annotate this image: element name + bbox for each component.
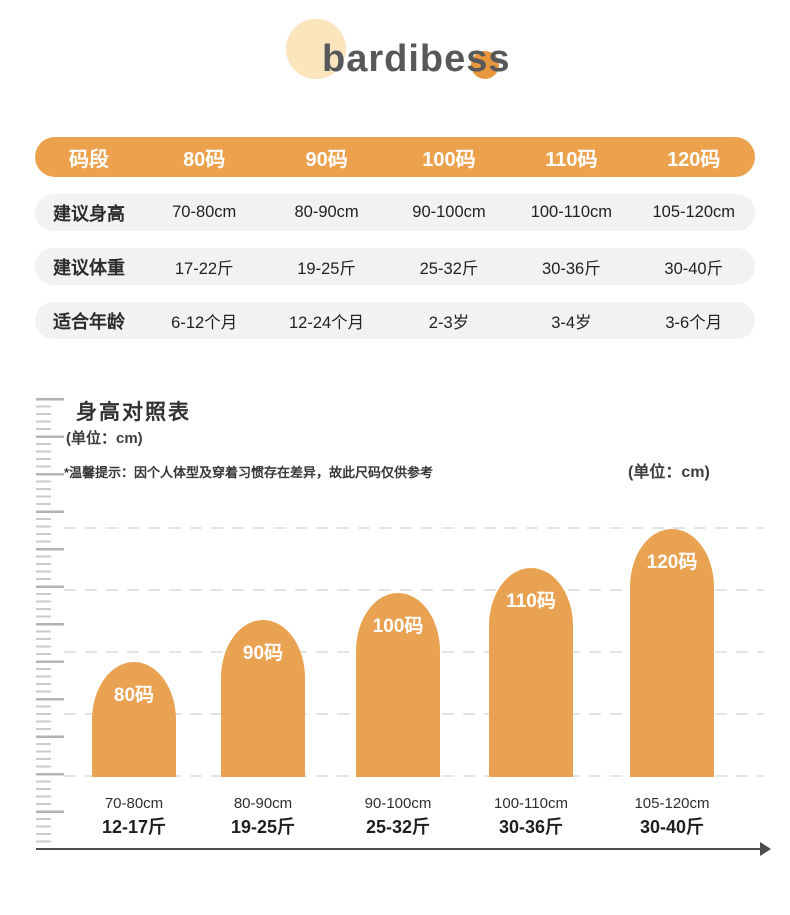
header-cell-90: 90码 [305, 148, 348, 171]
table-row-weight: 建议体重 17-22斤 19-25斤 25-32斤 30-36斤 30-40斤 [35, 248, 755, 285]
x-cm-100: 90-100cm [364, 795, 432, 812]
gridline-4 [64, 589, 764, 591]
age-100: 2-3岁 [428, 313, 470, 332]
row-label-weight: 建议体重 [53, 257, 125, 278]
weight-80: 17-22斤 [174, 259, 234, 278]
age-80: 6-12个月 [171, 313, 238, 332]
x-jin-100: 25-32斤 [365, 817, 431, 837]
age-110: 3-4岁 [551, 313, 592, 332]
gridline-5 [64, 527, 764, 529]
height-80: 70-80cm [172, 203, 237, 221]
x-cm-80: 70-80cm [104, 795, 164, 812]
header-cell-120: 120码 [667, 148, 721, 171]
height-120: 105-120cm [652, 203, 736, 221]
row-label-height: 建议身高 [53, 203, 125, 224]
x-jin-80: 12-17斤 [101, 817, 167, 837]
logo-cream-circle-icon [286, 19, 346, 79]
height-110: 100-110cm [530, 203, 613, 221]
size-table-header-row: 码段 80码 90码 100码 110码 120码 [35, 137, 755, 177]
bar-80: 80码 [92, 662, 176, 777]
bar-110-label: 110码 [506, 591, 556, 612]
x-label-group-90: 80-90cm 19-25斤 [188, 793, 338, 839]
bar-90-label: 90码 [242, 643, 284, 664]
chart-title: 身高对照表 [76, 401, 191, 424]
bar-100-label: 100码 [372, 616, 424, 637]
axis-arrow-icon [760, 842, 771, 856]
x-label-group-100: 90-100cm 25-32斤 [323, 793, 473, 839]
x-label-group-120: 105-120cm 30-40斤 [597, 793, 747, 839]
chart-unit-left: (单位：cm) [66, 430, 143, 447]
header-cell-100: 100码 [422, 148, 476, 171]
x-cm-90: 80-90cm [233, 795, 293, 812]
bar-90: 90码 [221, 620, 305, 777]
weight-100: 25-32斤 [419, 259, 479, 278]
age-90: 12-24个月 [288, 313, 365, 332]
x-cm-120: 105-120cm [634, 795, 710, 812]
height-100: 90-100cm [412, 203, 486, 221]
x-jin-110: 30-36斤 [498, 817, 564, 837]
header-cell-size-range: 码段 [69, 148, 109, 171]
weight-90: 19-25斤 [297, 259, 356, 278]
weight-120: 30-40斤 [664, 259, 724, 278]
height-90: 80-90cm [294, 203, 359, 221]
header-cell-80: 80码 [183, 148, 226, 171]
logo-orange-dot-icon [471, 51, 499, 79]
bar-chart-plot: 80码 90码 100码 110码 120码 [64, 527, 764, 777]
x-jin-90: 19-25斤 [230, 817, 296, 837]
size-table: 码段 80码 90码 100码 110码 120码 建议身高 70-80cm 8… [35, 137, 755, 339]
table-row-height: 建议身高 70-80cm 80-90cm 90-100cm 100-110cm … [35, 194, 755, 231]
brand-logo: bardibess [322, 38, 511, 80]
x-axis-line [36, 848, 762, 850]
table-row-age: 适合年龄 6-12个月 12-24个月 2-3岁 3-4岁 3-6个月 [35, 302, 755, 339]
bar-120: 120码 [630, 529, 714, 777]
bar-100: 100码 [356, 593, 440, 777]
ruler-icon [36, 398, 66, 846]
x-label-group-80: 70-80cm 12-17斤 [59, 793, 209, 839]
x-cm-110: 100-110cm [494, 795, 568, 812]
bar-120-label: 120码 [646, 552, 698, 573]
x-label-group-110: 100-110cm 30-36斤 [456, 793, 606, 839]
chart-note: *温馨提示：因个人体型及穿着习惯存在差异，故此尺码仅供参考 [64, 465, 434, 480]
row-label-age: 适合年龄 [53, 311, 125, 332]
x-jin-120: 30-40斤 [639, 817, 705, 837]
bar-110: 110码 [489, 568, 573, 777]
weight-110: 30-36斤 [542, 259, 601, 278]
chart-unit-right: (单位：cm) [628, 464, 710, 481]
age-120: 3-6个月 [665, 313, 723, 332]
bar-80-label: 80码 [113, 685, 155, 706]
header-cell-110: 110码 [545, 148, 598, 171]
